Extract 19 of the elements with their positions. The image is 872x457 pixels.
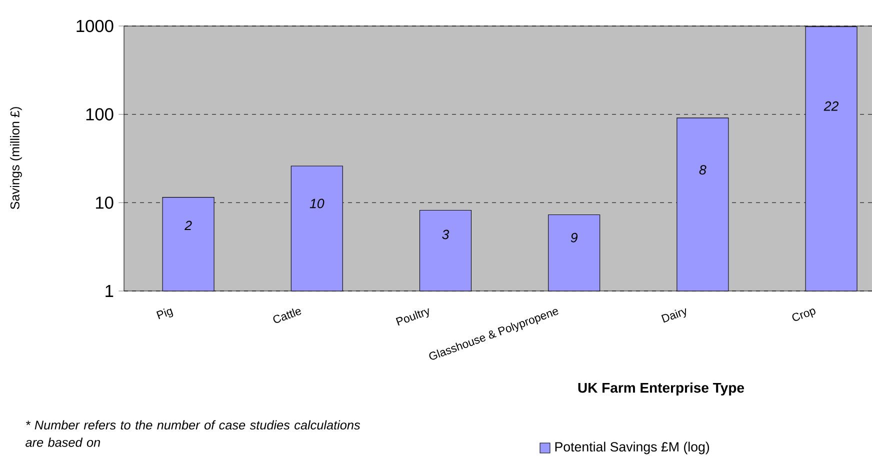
y-axis-title: Savings (million £) [10,107,22,210]
annotation: 9 [570,232,578,242]
y-tick-label: 1000 [76,20,114,32]
annotation: 2 [184,220,192,230]
annotation: 10 [310,198,324,208]
x-tick-label: Cattle [273,308,302,323]
y-tick-label: 10 [96,196,114,209]
x-tick-label: Poultry [396,308,429,326]
x-tick-label: Crop [792,308,816,321]
x-tick-label: Dairy [661,308,686,323]
x-tick-label: Pig [156,308,174,320]
legend-label: Potential Savings £M (log) [555,442,710,454]
text: * Number refers to the number of case studies calculations are based on [26,420,360,447]
annotation: 3 [442,230,450,240]
y-tick-label: 1 [106,285,114,297]
annotation: 22 [824,101,838,111]
y-tick-label: 100 [86,108,114,120]
annotation: 8 [699,165,706,175]
x-axis-title: UK Farm Enterprise Type [578,382,744,396]
